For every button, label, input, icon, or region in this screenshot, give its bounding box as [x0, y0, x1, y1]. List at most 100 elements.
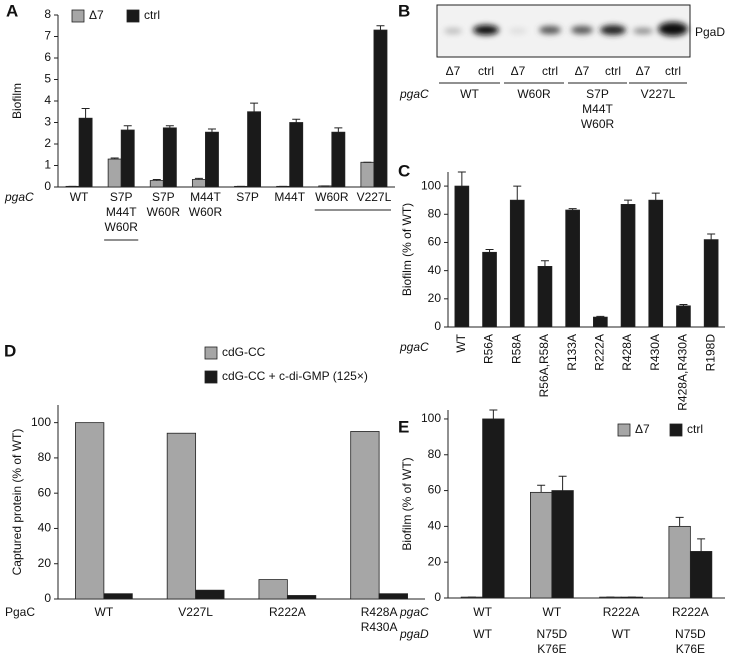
lane-label: ctrl: [665, 64, 681, 78]
bar: [195, 589, 225, 600]
y-tick-label: 3: [44, 115, 51, 129]
x-tick-label: R428A: [361, 605, 398, 619]
bar: [331, 131, 346, 188]
blot-image: [436, 4, 691, 58]
x-tick-label: K76E: [676, 642, 705, 656]
bar: [378, 593, 408, 600]
y-tick-label: 0: [434, 590, 441, 604]
x-tick-label: R222A: [269, 605, 306, 619]
group-label: W60R: [581, 117, 615, 131]
x-tick-label: WT: [70, 190, 89, 204]
y-tick-label: 20: [38, 556, 52, 570]
bar: [107, 158, 122, 188]
legend-label: cdG-CC: [222, 345, 266, 359]
bar: [648, 199, 664, 328]
y-tick-label: 60: [428, 483, 442, 497]
error-bar: [489, 409, 498, 419]
x-tick-label: R428A: [620, 334, 634, 371]
bar: [454, 185, 470, 328]
x-tick-label: S7P: [152, 190, 175, 204]
legend-swatch: [204, 370, 218, 384]
x-tick-label: R430A: [648, 334, 662, 371]
legend-label: ctrl: [144, 8, 160, 22]
x-tick-label: WT: [95, 605, 114, 619]
protein-label: PgaD: [695, 25, 725, 39]
y-tick-label: 2: [44, 136, 51, 150]
y-tick-label: 80: [38, 450, 52, 464]
lane-label: Δ7: [575, 64, 590, 78]
y-tick-label: 60: [38, 485, 52, 499]
x-tick-label: W60R: [315, 190, 349, 204]
x-tick-label: R222A: [593, 334, 607, 371]
legend-label: ctrl: [687, 422, 703, 436]
y-tick-label: 7: [44, 29, 51, 43]
legend-label: Δ7: [635, 422, 650, 436]
error-bar: [110, 157, 119, 160]
x-tick-label: R56A,R58A: [537, 334, 551, 397]
bar: [75, 422, 105, 600]
x-tick-label: R133A: [565, 334, 579, 371]
bar: [247, 111, 262, 188]
error-bar: [651, 192, 660, 201]
error-bar: [707, 233, 716, 240]
error-bar: [376, 25, 385, 31]
y-tick-label: 8: [44, 7, 51, 21]
lane-label: ctrl: [605, 64, 621, 78]
bar: [565, 209, 580, 328]
y-tick-label: 40: [428, 263, 442, 277]
x-tick-label: R428A,R430A: [676, 334, 690, 411]
bar: [162, 127, 177, 188]
category-row-label: pgaD: [399, 627, 429, 641]
category-row-label: pgaC: [399, 340, 429, 354]
error-bar: [558, 475, 567, 491]
y-tick-label: 0: [44, 591, 51, 605]
group-label: M44T: [582, 102, 613, 116]
x-tick-label: R222A: [672, 605, 709, 619]
error-bar: [540, 260, 549, 267]
bar: [120, 129, 135, 188]
y-tick-label: 40: [38, 521, 52, 535]
category-row-label: pgaC: [399, 605, 429, 619]
error-bar: [152, 178, 161, 181]
lane-label: ctrl: [478, 64, 494, 78]
error-bar: [292, 118, 301, 123]
legend-swatch: [617, 423, 631, 437]
bar: [373, 29, 388, 188]
bar: [668, 525, 691, 599]
error-bar: [334, 127, 343, 133]
error-bar: [194, 177, 203, 180]
legend-swatch: [204, 346, 218, 360]
y-tick-label: 5: [44, 72, 51, 86]
legend-label: Δ7: [89, 8, 104, 22]
error-bar: [81, 108, 90, 119]
x-tick-label: M44T: [106, 205, 137, 219]
bar: [537, 266, 553, 328]
y-tick-label: 40: [428, 519, 442, 533]
bar: [286, 595, 317, 600]
y-axis-label: Biofilm (% of WT): [400, 203, 414, 296]
bar: [78, 117, 93, 188]
x-tick-label: M44T: [274, 190, 305, 204]
x-tick-label: R222A: [603, 605, 640, 619]
panel-letter: C: [398, 161, 410, 180]
bar: [551, 490, 574, 599]
error-bar: [675, 516, 684, 527]
bar: [620, 204, 636, 328]
x-tick-label: R56A: [482, 334, 496, 364]
bar: [482, 251, 497, 328]
lane-label: Δ7: [446, 64, 461, 78]
error-bar: [165, 125, 174, 128]
bar: [289, 122, 304, 188]
y-axis-label: Captured protein (% of WT): [10, 429, 24, 576]
y-tick-label: 100: [421, 411, 441, 425]
error-bar: [624, 199, 633, 205]
x-tick-label: V227L: [178, 605, 213, 619]
error-bar: [679, 303, 688, 306]
error-bar: [596, 315, 605, 318]
bar: [530, 491, 553, 599]
error-bar: [697, 538, 706, 552]
legend-label: cdG-CC + c-di-GMP (125×): [222, 369, 368, 383]
error-bar: [513, 185, 522, 201]
bar: [593, 316, 608, 328]
